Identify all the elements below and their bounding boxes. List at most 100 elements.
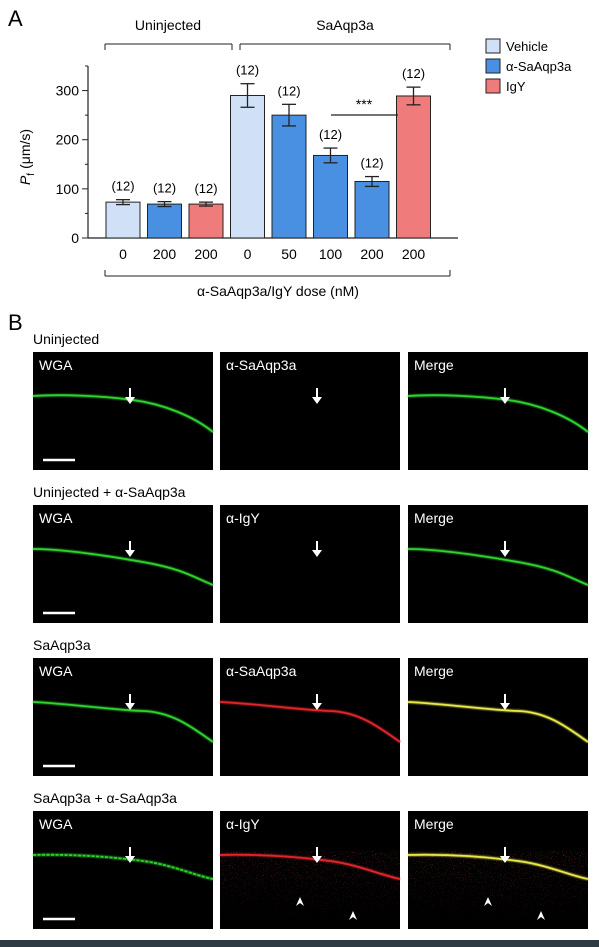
x-tick-label: 200 [360, 246, 384, 262]
micrograph-background [408, 658, 588, 776]
bar [147, 203, 182, 239]
n-label: (12) [277, 83, 300, 98]
micrograph-panel: WGA [32, 505, 214, 623]
membrane-signal [219, 701, 401, 743]
legend-item-anti-saaqp3a: α-SaAqp3a [485, 58, 572, 74]
arrow-head [312, 856, 322, 863]
panel-a-label: A [8, 6, 23, 31]
micrograph-label: α-IgY [226, 510, 260, 526]
arrow-head [500, 703, 510, 710]
micrograph-panel: α-SaAqp3a [220, 352, 400, 470]
x-tick-label: 0 [244, 246, 252, 262]
micrograph-background [220, 658, 400, 776]
y-axis-title: Pf (μm/s) [17, 129, 37, 185]
arrow-head [500, 550, 510, 557]
legend-item-vehicle: Vehicle [485, 38, 548, 54]
arrow-head [125, 397, 135, 404]
x-tick-label: 0 [119, 246, 127, 262]
y-axis-unit: (μm/s) [17, 129, 33, 169]
micrograph-panel: WGA [32, 658, 214, 776]
arrow-head [312, 703, 322, 710]
membrane-signal [407, 701, 589, 743]
n-label: (12) [153, 181, 176, 196]
legend-swatch-anti-saaqp3a [485, 58, 501, 74]
panel-b-label: B [8, 310, 23, 335]
membrane-signal [219, 853, 401, 880]
y-tick-label: 100 [56, 181, 80, 197]
x-tick-label: 200 [194, 246, 218, 262]
membrane-signal [407, 394, 589, 433]
bar-chart: 0 100 200 300 (12) 0 (12) 200 (12) 200 (12) 0 (12) 50… [56, 63, 458, 262]
arrowhead-marker [537, 911, 545, 920]
micrograph-label: WGA [39, 510, 73, 526]
legend-label-igy: IgY [506, 79, 526, 94]
micrograph-panel: α-IgY [220, 505, 400, 623]
arrowhead-marker [349, 911, 357, 920]
micrograph-label: Merge [414, 357, 454, 373]
group-bracket-saaqp3a: SaAqp3a [239, 17, 451, 50]
legend: Vehicle α-SaAqp3a IgY [485, 38, 572, 94]
micrograph-panel: WGA [32, 811, 214, 929]
group-label-saaqp3a: SaAqp3a [316, 17, 374, 33]
bar [313, 154, 348, 239]
legend-item-igy: IgY [485, 78, 526, 94]
bar [105, 201, 141, 239]
legend-swatch-igy [485, 78, 501, 94]
micrograph-panel: Merge [407, 811, 589, 929]
group-bracket-uninjected: Uninjected [104, 17, 233, 50]
micrograph-background [33, 505, 213, 623]
micrograph-label: Merge [414, 816, 454, 832]
x-axis-bracket: α-SaAqp3a/IgY dose (nM) [104, 270, 451, 299]
micrograph-panel: α-SaAqp3a [219, 658, 401, 776]
micrograph-label: WGA [39, 663, 73, 679]
n-label: (12) [360, 156, 383, 171]
micrograph-panel: Merge [407, 352, 589, 470]
membrane-signal [407, 548, 589, 586]
arrow-head [125, 703, 135, 710]
x-axis-title: α-SaAqp3a/IgY dose (nM) [197, 283, 359, 299]
micrograph-label: α-IgY [226, 816, 260, 832]
bar [188, 203, 224, 239]
bottom-bar [0, 940, 599, 947]
micrograph-panel: WGA [32, 352, 214, 470]
membrane-signal [32, 394, 214, 433]
membrane-signal [407, 853, 589, 880]
n-label: (12) [236, 63, 259, 78]
y-axis-symbol-sub: f [26, 173, 37, 176]
y-axis-symbol: P [17, 175, 33, 185]
significance-marker: *** [331, 96, 398, 116]
arrowhead-marker [484, 897, 492, 906]
micrograph-background [33, 352, 213, 470]
arrow-head [312, 397, 322, 404]
n-label: (12) [319, 127, 342, 142]
arrow-head [500, 856, 510, 863]
row-title: SaAqp3a + α-SaAqp3a [33, 790, 177, 806]
n-label: (12) [111, 179, 134, 194]
micrograph-background [220, 505, 400, 623]
bar [230, 94, 265, 239]
red-speckle [408, 851, 588, 929]
y-tick-label: 0 [71, 230, 79, 246]
bar [396, 95, 431, 239]
x-tick-label: 200 [153, 246, 177, 262]
micrograph-label: Merge [414, 663, 454, 679]
micrograph-label: WGA [39, 816, 73, 832]
arrow-head [312, 550, 322, 557]
group-label-uninjected: Uninjected [135, 17, 201, 33]
svg-text:Pf(μm/s): Pf (μm/s) [17, 129, 37, 185]
red-speckle [220, 851, 400, 929]
arrow-head [500, 397, 510, 404]
arrow-head [125, 856, 135, 863]
legend-label-anti-saaqp3a: α-SaAqp3a [506, 59, 572, 74]
significance-stars: *** [356, 96, 373, 112]
micrograph-grid: Uninjected WGA α-SaAqp3a Merge Uninjected + … [32, 331, 589, 929]
micrograph-background [408, 352, 588, 470]
legend-swatch-vehicle [485, 38, 501, 54]
legend-label-vehicle: Vehicle [506, 39, 548, 54]
x-tick-label: 200 [402, 246, 426, 262]
y-tick-label: 200 [56, 132, 80, 148]
arrowhead-marker [296, 897, 304, 906]
micrograph-panel: Merge [407, 658, 589, 776]
micrograph-label: α-SaAqp3a [226, 357, 297, 373]
